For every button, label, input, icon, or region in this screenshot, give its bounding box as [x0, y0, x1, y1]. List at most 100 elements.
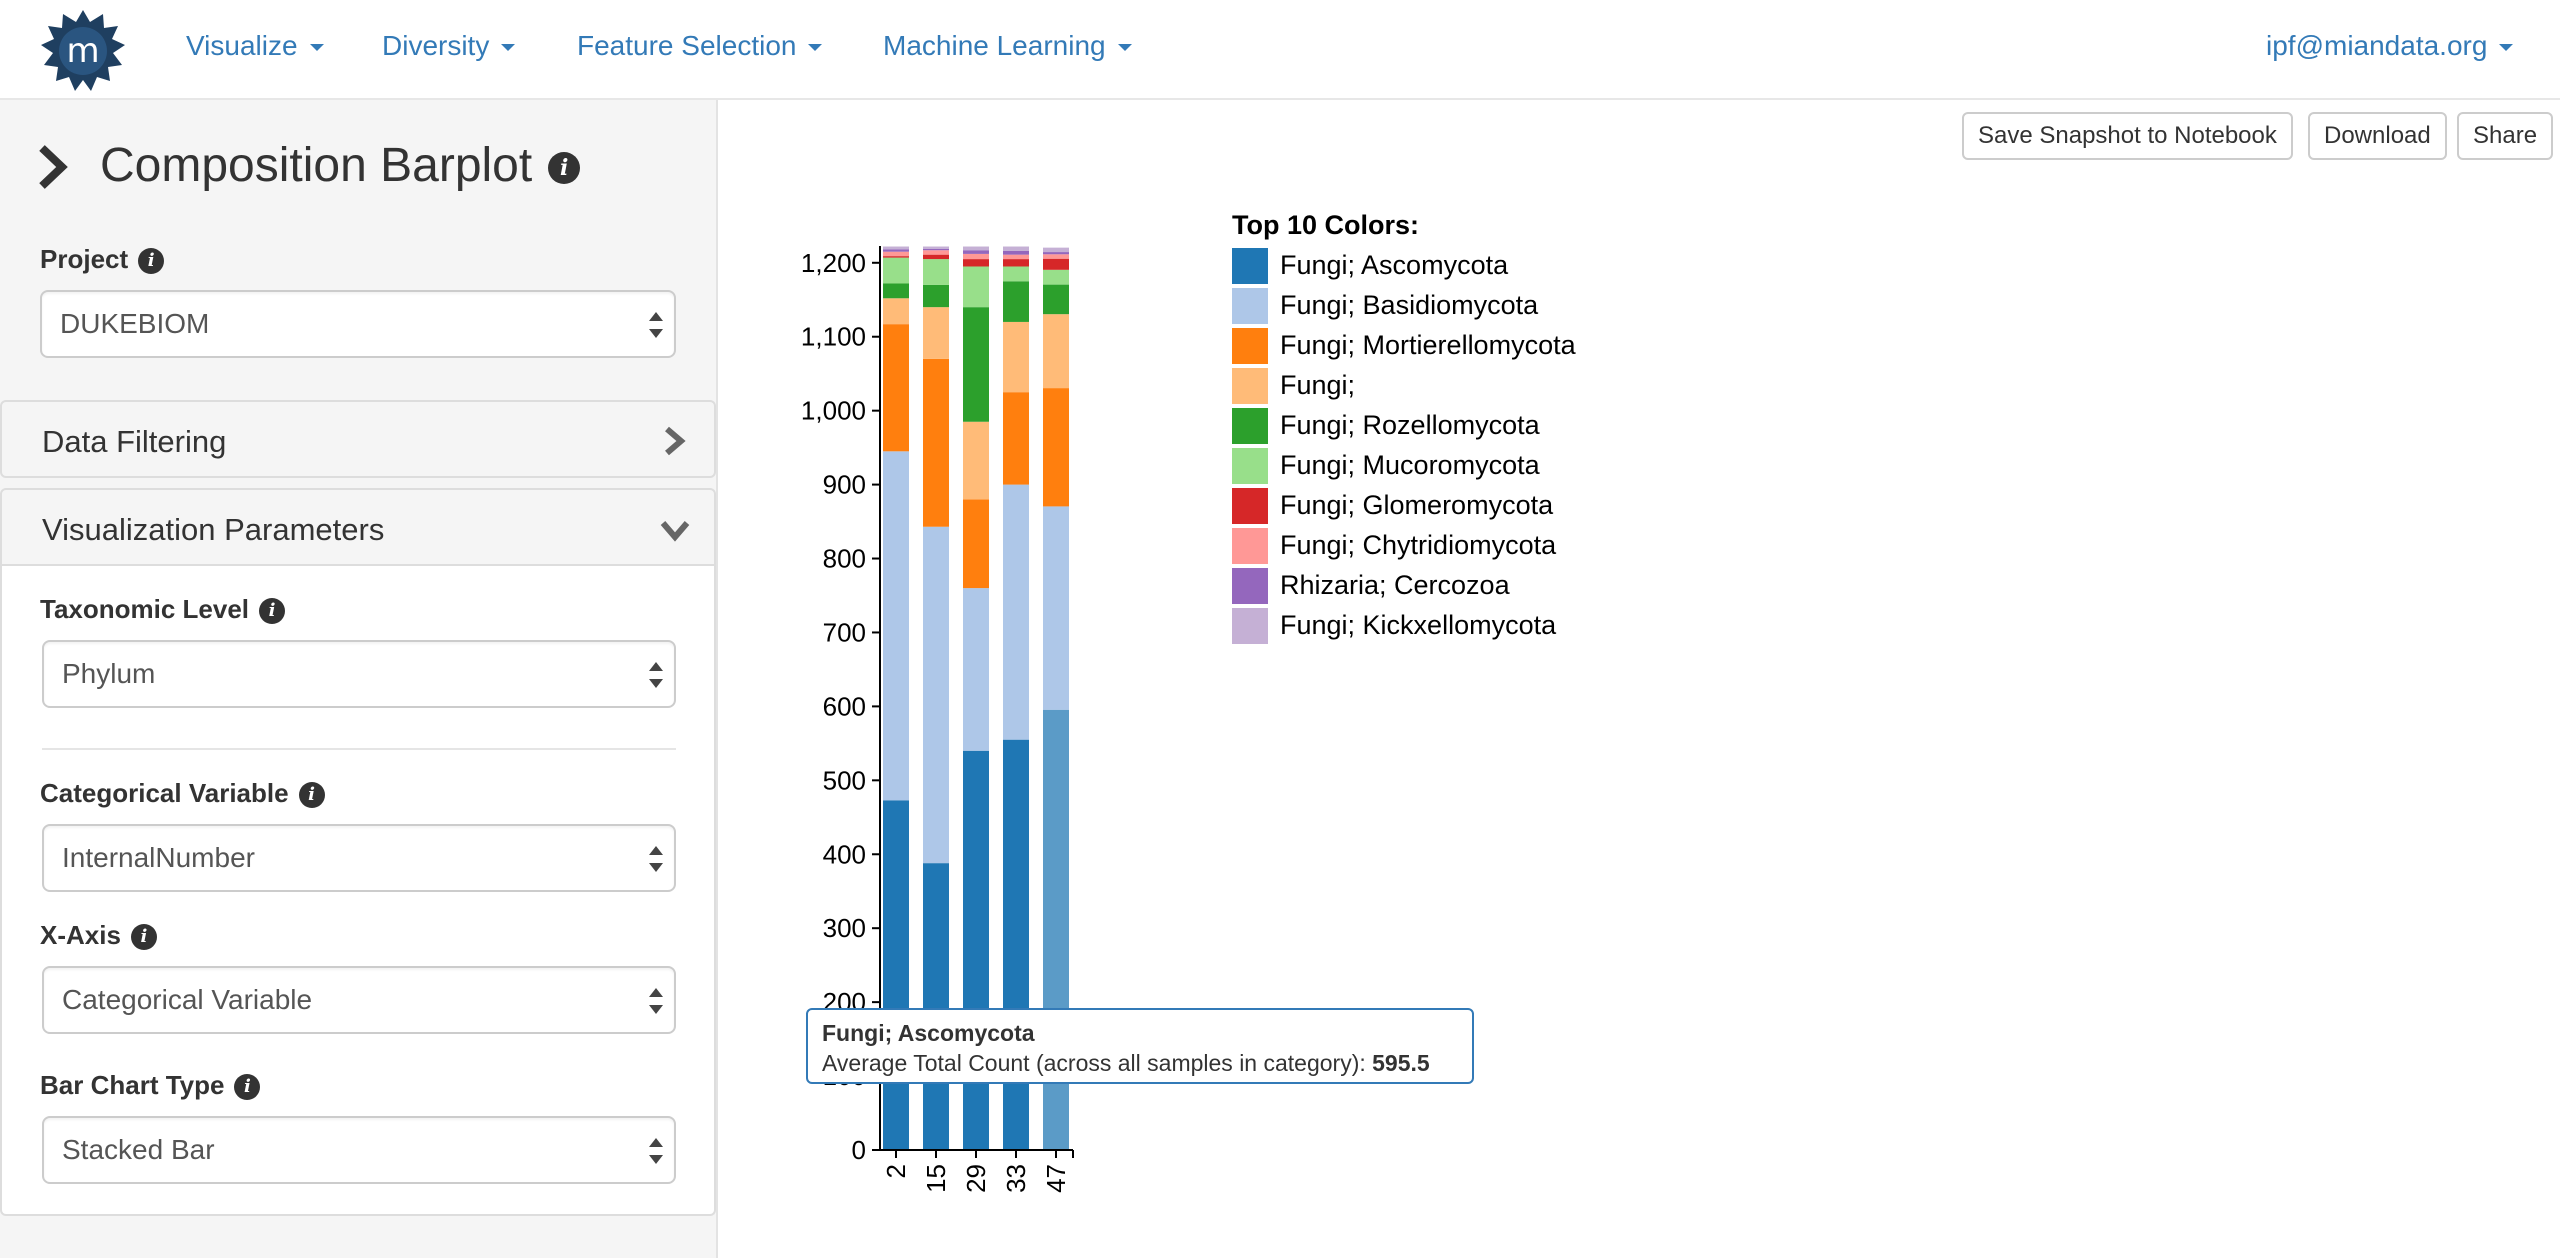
info-icon[interactable]: i [234, 1074, 261, 1101]
y-tick-label: 900 [823, 470, 866, 500]
legend-swatch [1232, 328, 1268, 364]
legend-label: Fungi; Glomeromycota [1280, 490, 1554, 520]
x-tick-label: 2 [881, 1164, 911, 1178]
bar-chart-type-value: Stacked Bar [62, 1134, 215, 1165]
nav-diversity-label: Diversity [382, 30, 490, 61]
bar-segment [963, 250, 989, 254]
nav-feature-selection[interactable]: Feature Selection [577, 30, 823, 62]
nav-user-menu[interactable]: ipf@miandata.org [2266, 30, 2514, 62]
bar-segment [963, 421, 989, 500]
caret-down-icon [1117, 44, 1132, 52]
caret-down-icon [501, 44, 516, 52]
bar-chart-type-select[interactable]: Stacked Bar [42, 1116, 676, 1184]
bar-segment [963, 499, 989, 589]
bar-segment [923, 248, 949, 251]
bar-segment [923, 246, 949, 249]
bar-segment [1043, 247, 1069, 253]
bar-segment [923, 250, 949, 255]
bar-segment [963, 246, 989, 251]
info-icon[interactable]: i [259, 598, 286, 625]
info-icon[interactable]: i [130, 924, 157, 951]
miandata-logo-icon[interactable]: m [40, 8, 126, 94]
sidebar: Composition Barplot i Project i DUKEBIOM D… [0, 100, 718, 1258]
bar-segment [883, 246, 909, 250]
save-snapshot-button[interactable]: Save Snapshot to Notebook [1962, 112, 2293, 160]
bar-segment [923, 307, 949, 359]
x-tick-label: 15 [921, 1164, 951, 1193]
tooltip-text: Average Total Count (across all samples … [822, 1050, 1373, 1076]
bar-segment [1003, 281, 1029, 322]
collapse-sidebar-chevron-right-icon[interactable] [36, 144, 68, 190]
x-axis-label: X-Axis i [40, 920, 157, 951]
bar-segment [1003, 739, 1029, 1150]
categorical-variable-select[interactable]: InternalNumber [42, 824, 676, 892]
divider [42, 748, 676, 750]
legend-label: Fungi; Mortierellomycota [1280, 330, 1576, 360]
legend-swatch [1232, 488, 1268, 524]
project-select[interactable]: DUKEBIOM [40, 290, 676, 358]
chart-tooltip: Fungi; Ascomycota Average Total Count (a… [806, 1008, 1474, 1084]
select-updown-icon [649, 312, 663, 338]
legend-label: Fungi; Mucoromycota [1280, 450, 1540, 480]
bar-segment [963, 750, 989, 1150]
bar-segment [883, 800, 909, 1150]
y-tick-label: 500 [823, 765, 866, 795]
nav-machine-learning[interactable]: Machine Learning [883, 30, 1132, 62]
bar-segment [1003, 246, 1029, 251]
taxonomic-level-label: Taxonomic Level i [40, 594, 286, 625]
y-tick-label: 600 [823, 691, 866, 721]
info-icon[interactable]: i [138, 248, 165, 275]
y-tick-label: 1,200 [801, 248, 866, 278]
bar-segment [1003, 250, 1029, 255]
tooltip-line: Average Total Count (across all samples … [822, 1048, 1458, 1078]
bar-segment [883, 249, 909, 252]
legend-label: Fungi; Ascomycota [1280, 250, 1509, 280]
project-label: Project i [40, 244, 165, 275]
download-button[interactable]: Download [2308, 112, 2447, 160]
bar-segment [1043, 388, 1069, 507]
bar-chart-type-label: Bar Chart Type i [40, 1070, 261, 1101]
bar-segment [963, 266, 989, 308]
legend-swatch [1232, 568, 1268, 604]
x-axis-select[interactable]: Categorical Variable [42, 966, 676, 1034]
bar-segment [883, 257, 909, 284]
y-tick-label: 800 [823, 544, 866, 574]
bar-segment [883, 298, 909, 325]
y-tick-label: 1,100 [801, 322, 866, 352]
logo-letter: m [66, 31, 99, 71]
page-title-text: Composition Barplot [100, 139, 533, 192]
taxonomic-level-label-text: Taxonomic Level [40, 594, 250, 624]
user-email: ipf@miandata.org [2266, 30, 2488, 61]
caret-down-icon [2499, 44, 2514, 52]
x-tick-label: 47 [1041, 1164, 1071, 1193]
bar-segment [1043, 252, 1069, 255]
share-button[interactable]: Share [2457, 112, 2554, 160]
nav-visualize[interactable]: Visualize [186, 30, 324, 62]
legend-label: Fungi; Rozellomycota [1280, 410, 1540, 440]
page-title: Composition Barplot i [100, 138, 581, 193]
bar-segment [1003, 259, 1029, 267]
navbar: m Visualize Diversity Feature Selection … [0, 0, 2560, 100]
bar-segment [883, 451, 909, 801]
data-filtering-panel-header[interactable]: Data Filtering [0, 400, 716, 478]
bar-segment [1003, 266, 1029, 282]
legend-label: Fungi; Kickxellomycota [1280, 610, 1557, 640]
bar-segment [883, 283, 909, 299]
bar-segment [1003, 254, 1029, 260]
info-icon[interactable]: i [298, 782, 325, 809]
bar-chart-type-label-text: Bar Chart Type [40, 1070, 225, 1100]
legend-swatch [1232, 248, 1268, 284]
x-tick-label: 33 [1001, 1164, 1031, 1193]
bar-segment [1043, 258, 1069, 270]
caret-down-icon [808, 44, 823, 52]
legend-label: Fungi; [1280, 370, 1356, 400]
nav-machine-learning-label: Machine Learning [883, 30, 1106, 61]
info-icon[interactable]: i [548, 152, 581, 185]
y-tick-label: 1,000 [801, 396, 866, 426]
bar-segment [1043, 269, 1069, 285]
nav-diversity[interactable]: Diversity [382, 30, 516, 62]
taxonomic-level-select[interactable]: Phylum [42, 640, 676, 708]
tooltip-value: 595.5 [1372, 1050, 1430, 1076]
bar-segment [963, 588, 989, 751]
visualization-parameters-panel-header[interactable]: Visualization Parameters [0, 488, 716, 566]
